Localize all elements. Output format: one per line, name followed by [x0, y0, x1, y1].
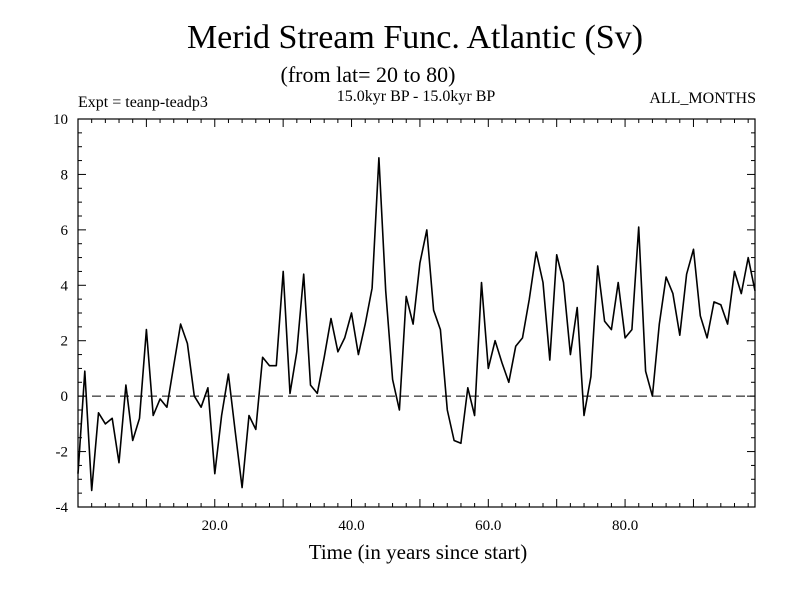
period-label: 15.0kyr BP - 15.0kyr BP — [337, 88, 496, 105]
y-tick-label: -2 — [56, 445, 69, 461]
months-label: ALL_MONTHS — [649, 90, 756, 107]
plot-frame — [77, 118, 756, 508]
data-series — [77, 157, 756, 492]
x-axis-label: Time (in years since start) — [309, 540, 528, 564]
y-tick-label: -4 — [56, 500, 69, 516]
y-tick-label: 6 — [61, 223, 69, 239]
y-tick-label: 2 — [61, 334, 69, 350]
x-tick-label: 40.0 — [338, 518, 364, 534]
chart-subtitle: (from lat= 20 to 80) — [281, 62, 456, 87]
y-tick-label: 4 — [61, 278, 69, 294]
y-tick-label: 8 — [61, 167, 69, 183]
x-tick-label: 80.0 — [612, 518, 638, 534]
y-tick-label: 10 — [53, 112, 68, 128]
y-tick-label: 0 — [61, 389, 69, 405]
x-tick-label: 60.0 — [475, 518, 501, 534]
y-axis: -4 -2 0 2 4 6 8 10 — [53, 112, 755, 516]
x-axis: 20.0 40.0 60.0 80.0 — [77, 119, 749, 534]
series-line — [77, 157, 756, 492]
experiment-label: Expt = teanp-teadp3 — [78, 94, 208, 111]
x-tick-label: 20.0 — [202, 518, 228, 534]
chart-title: Merid Stream Func. Atlantic (Sv) — [187, 19, 643, 56]
